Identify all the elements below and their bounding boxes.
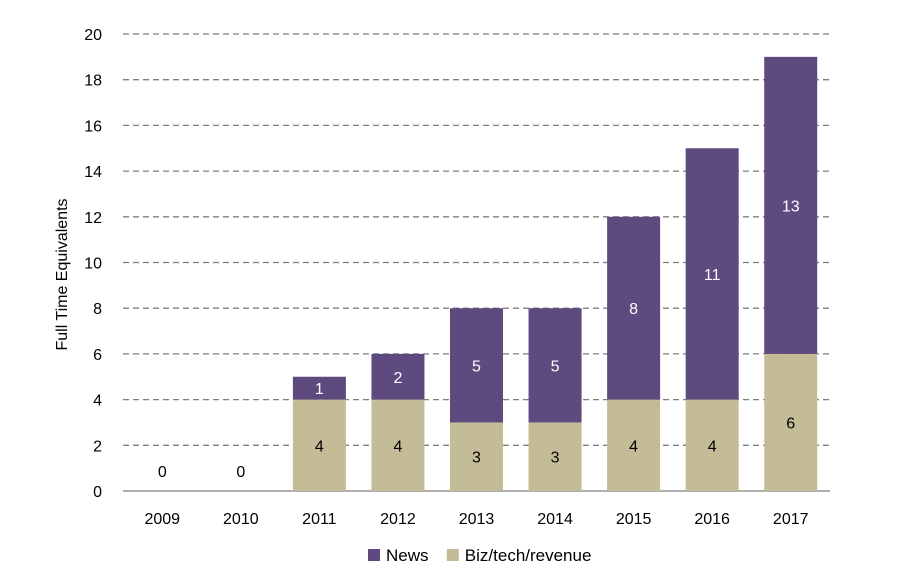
bar-segment-news (685, 148, 739, 400)
data-label: 1 (315, 381, 324, 398)
legend-swatch-news (368, 549, 380, 561)
x-tick-label: 2015 (616, 511, 652, 528)
data-labels: 0 0 4 1 4 2 3 5 3 5 4 8 4 11 6 13 (158, 198, 800, 481)
bar-segment-biz-tech-revenue (528, 422, 582, 491)
data-label: 5 (472, 358, 481, 375)
bar-segment-news (528, 308, 582, 423)
x-axis: 2009 2010 2011 2012 2013 2014 2015 2016 2017 (144, 511, 808, 528)
data-label: 6 (786, 415, 795, 432)
legend-label-news: News (386, 546, 429, 565)
bars (292, 56, 818, 491)
x-tick-label: 2009 (144, 511, 180, 528)
y-tick-label: 10 (84, 256, 102, 273)
bar-segment-biz-tech-revenue (685, 399, 739, 491)
x-tick-label: 2013 (459, 511, 495, 528)
data-label: 4 (708, 438, 717, 455)
data-label: 0 (236, 464, 245, 481)
x-tick-label: 2010 (223, 511, 259, 528)
x-tick-label: 2017 (773, 511, 809, 528)
bar-segment-news (607, 216, 661, 400)
bar-segment-news (292, 376, 346, 400)
y-tick-label: 14 (84, 164, 102, 181)
data-label: 11 (704, 267, 721, 284)
y-tick-label: 0 (93, 484, 102, 501)
bar-segment-biz-tech-revenue (764, 353, 818, 491)
bar-segment-biz-tech-revenue (371, 399, 425, 491)
y-tick-label: 6 (93, 347, 102, 364)
x-tick-label: 2012 (380, 511, 416, 528)
y-tick-label: 2 (93, 438, 102, 455)
data-label: 2 (393, 370, 402, 387)
bar-segment-news (450, 308, 503, 423)
data-label: 8 (629, 301, 638, 318)
bar-segment-news (371, 353, 425, 400)
data-label: 4 (393, 438, 402, 455)
y-tick-label: 20 (84, 27, 102, 44)
bar-segment-biz-tech-revenue (450, 422, 503, 491)
bar-segment-news (764, 56, 818, 354)
legend: News Biz/tech/revenue (368, 546, 591, 565)
data-label: 4 (315, 438, 324, 455)
y-tick-label: 18 (84, 73, 102, 90)
x-tick-label: 2014 (537, 511, 573, 528)
y-tick-label: 12 (84, 210, 102, 227)
y-axis: 0 2 4 6 8 10 12 14 16 18 20 (84, 27, 102, 501)
y-tick-label: 4 (93, 393, 102, 410)
data-label: 3 (472, 450, 481, 467)
y-axis-title: Full Time Equivalents (54, 198, 71, 350)
data-label: 4 (629, 438, 638, 455)
legend-swatch-biz-tech-revenue (446, 549, 459, 561)
x-tick-label: 2016 (694, 511, 730, 528)
y-tick-label: 16 (84, 118, 102, 135)
legend-label-biz-tech-revenue: Biz/tech/revenue (465, 546, 592, 565)
data-label: 5 (551, 358, 560, 375)
y-tick-label: 8 (93, 301, 102, 318)
bar-segment-biz-tech-revenue (292, 399, 346, 491)
data-label: 3 (551, 450, 560, 467)
bar-segment-biz-tech-revenue (607, 399, 661, 491)
data-label: 13 (782, 198, 800, 215)
x-tick-label: 2011 (302, 511, 337, 528)
data-label: 0 (158, 464, 167, 481)
